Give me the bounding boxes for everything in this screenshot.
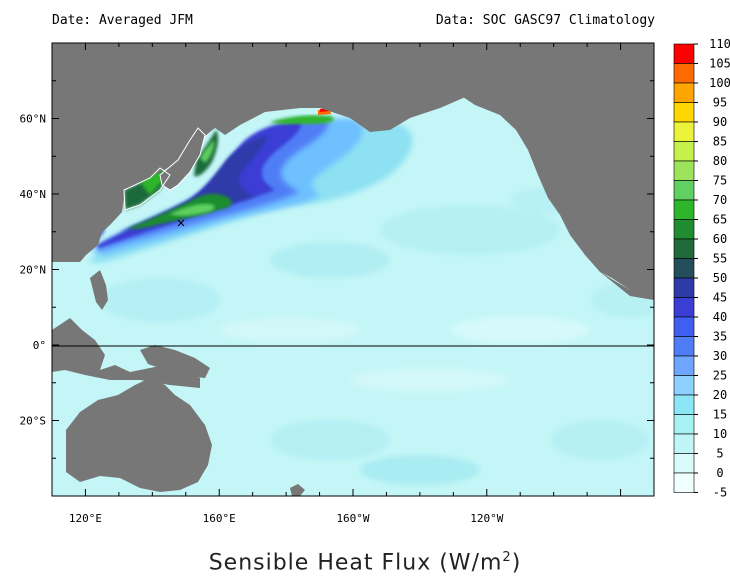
colorbar-level-label: 40 — [713, 310, 727, 324]
colorbar-swatch — [673, 414, 695, 435]
colorbar-swatch — [673, 336, 695, 357]
colorbar-swatch — [673, 433, 695, 454]
latitude-axis: 60°N 40°N 20°N 0° 20°S — [20, 80, 654, 459]
lat-tick-label: 60°N — [20, 113, 47, 126]
colorbar-level-label: 45 — [713, 291, 727, 305]
lon-tick-label: 160°W — [336, 512, 369, 525]
colorbar-level-label: 0 — [716, 466, 723, 480]
land-new-zealand — [290, 484, 305, 496]
lon-tick-label: 120°W — [470, 512, 503, 525]
colorbar-swatch — [673, 375, 695, 396]
colorbar-swatch — [673, 277, 695, 298]
colorbar-swatch — [673, 199, 695, 220]
colorbar-swatch — [673, 141, 695, 162]
colorbar-swatch — [673, 180, 695, 201]
colorbar-level-label: 5 — [716, 447, 723, 461]
colorbar-swatch — [673, 297, 695, 318]
colorbar-level-label: 35 — [713, 330, 727, 344]
coast-outlines — [123, 127, 206, 211]
lon-tick-label: 160°E — [203, 512, 236, 525]
colorbar-swatch — [673, 102, 695, 123]
land-philippines — [90, 270, 108, 310]
land-north-america — [440, 43, 654, 290]
land-new-guinea — [140, 345, 210, 378]
data-source-label: Data: SOC GASC97 Climatology — [435, 13, 655, 28]
colorbar-level-label: 105 — [709, 57, 730, 71]
lat-tick-label: 20°S — [20, 415, 47, 428]
colorbar-level-label: 55 — [713, 252, 727, 266]
colorbar-level-label: 100 — [709, 76, 730, 90]
colorbar-level-label: 75 — [713, 174, 727, 188]
colorbar-swatch — [673, 316, 695, 337]
land-asia — [52, 43, 300, 262]
lat-tick-label: 0° — [33, 339, 46, 352]
colorbar-swatch — [673, 43, 695, 64]
colorbar-swatch — [673, 258, 695, 279]
colorbar-swatch — [673, 63, 695, 84]
colorbar-level-label: 60 — [713, 232, 727, 246]
plot-title: Sensible Heat Flux (W/m2) — [0, 550, 730, 575]
colorbar-swatch — [673, 121, 695, 142]
colorbar-level-label: 65 — [713, 213, 727, 227]
colorbar-level-label: 95 — [713, 96, 727, 110]
heat-flux-contours — [88, 108, 413, 263]
lon-tick-label: 120°E — [69, 512, 102, 525]
colorbar-level-label: 85 — [713, 135, 727, 149]
lat-tick-label: 20°N — [20, 264, 47, 277]
colorbar-swatch — [673, 394, 695, 415]
title-suffix: ) — [511, 550, 522, 576]
colorbar-level-label: 70 — [713, 193, 727, 207]
land-japan — [160, 128, 205, 190]
colorbar-level-label: 10 — [713, 427, 727, 441]
colorbar: 1101051009590858075706560555045403530252… — [673, 37, 730, 500]
longitude-axis: 120°E 160°E 160°W 120°W — [69, 43, 622, 525]
colorbar-swatch — [673, 238, 695, 259]
colorbar-level-label: -5 — [713, 486, 727, 500]
title-superscript: 2 — [502, 550, 512, 565]
land-southeast-asia — [52, 318, 200, 388]
colorbar-swatch — [673, 82, 695, 103]
colorbar-level-label: 80 — [713, 154, 727, 168]
lat-tick-label: 40°N — [20, 188, 47, 201]
colorbar-swatch — [673, 160, 695, 181]
colorbar-level-label: 50 — [713, 271, 727, 285]
colorbar-level-label: 30 — [713, 349, 727, 363]
colorbar-level-label: 15 — [713, 408, 727, 422]
colorbar-level-label: 110 — [709, 37, 730, 51]
land-central-america — [600, 272, 654, 300]
colorbar-swatch — [673, 472, 695, 493]
colorbar-swatch — [673, 453, 695, 474]
date-label: Date: Averaged JFM — [52, 13, 193, 28]
colorbar-level-label: 25 — [713, 369, 727, 383]
land-australia — [66, 378, 212, 492]
title-main: Sensible Heat Flux (W/m — [208, 550, 503, 576]
colorbar-swatch — [673, 355, 695, 376]
land-masses — [52, 43, 654, 496]
colorbar-swatch — [673, 219, 695, 240]
colorbar-level-label: 20 — [713, 388, 727, 402]
cross-marker — [177, 219, 185, 227]
land-kamchatka — [300, 43, 470, 132]
map-plot-area — [52, 43, 654, 496]
colorbar-level-label: 90 — [713, 115, 727, 129]
